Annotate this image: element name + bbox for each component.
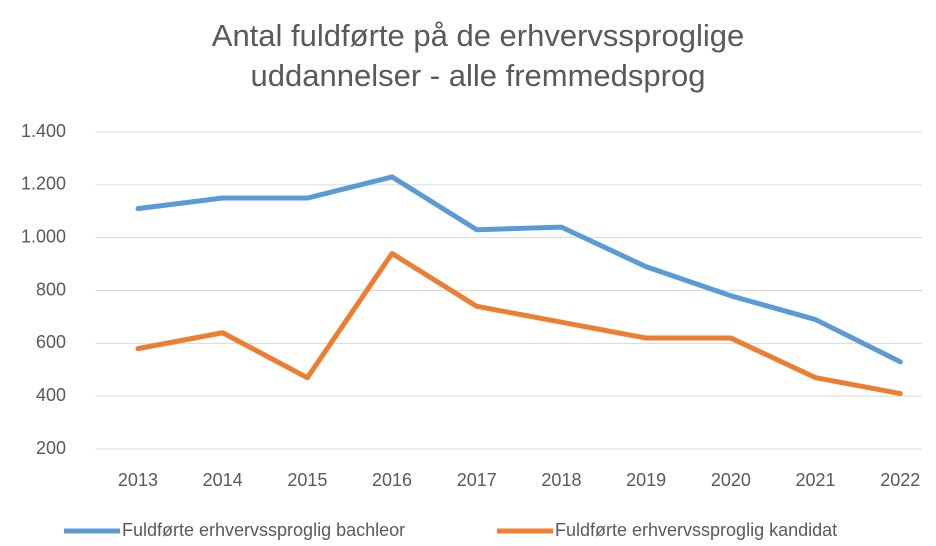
x-tick-label: 2020	[711, 470, 751, 490]
y-tick-label: 600	[36, 332, 66, 352]
y-tick-label: 800	[36, 279, 66, 299]
chart-title: Antal fuldførte på de erhvervssproglige	[212, 18, 744, 53]
y-tick-label: 400	[36, 385, 66, 405]
x-tick-label: 2017	[457, 470, 497, 490]
x-tick-label: 2019	[626, 470, 666, 490]
y-tick-label: 1.200	[21, 174, 66, 194]
x-tick-label: 2013	[118, 470, 158, 490]
line	[135, 174, 903, 365]
chart-title: uddannelser - alle fremmedsprog	[251, 58, 706, 93]
y-tick-label: 1.000	[21, 226, 66, 246]
legend-label: Fuldførte erhvervssproglig kandidat	[555, 520, 837, 540]
x-tick-label: 2015	[287, 470, 327, 490]
legend-label: Fuldførte erhvervssproglig bachleor	[122, 520, 405, 540]
x-tick-label: 2016	[372, 470, 412, 490]
y-tick-label: 200	[36, 438, 66, 458]
y-tick-label: 1.400	[21, 121, 66, 141]
x-tick-label: 2014	[203, 470, 243, 490]
x-tick-label: 2021	[796, 470, 836, 490]
x-tick-label: 2018	[541, 470, 581, 490]
x-tick-label: 2022	[880, 470, 920, 490]
line	[135, 251, 903, 397]
